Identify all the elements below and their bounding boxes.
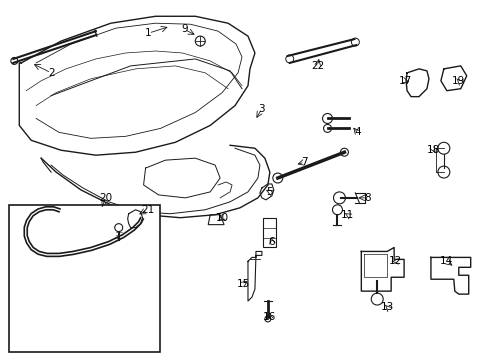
Text: 1: 1	[145, 28, 152, 38]
Circle shape	[11, 58, 18, 64]
Circle shape	[322, 113, 332, 123]
Text: 18: 18	[427, 145, 440, 155]
Text: 10: 10	[215, 213, 228, 223]
Circle shape	[351, 38, 359, 46]
Circle shape	[437, 166, 449, 178]
Text: 2: 2	[48, 68, 54, 78]
Circle shape	[340, 148, 347, 156]
Bar	[263, 218, 275, 247]
Circle shape	[333, 192, 345, 204]
Text: 12: 12	[388, 256, 401, 266]
Text: 22: 22	[310, 61, 324, 71]
Text: 7: 7	[301, 157, 307, 167]
Circle shape	[370, 293, 383, 305]
Text: 20: 20	[99, 193, 112, 203]
Circle shape	[264, 316, 270, 322]
Text: 15: 15	[236, 279, 249, 289]
Circle shape	[332, 205, 342, 215]
Text: 3: 3	[258, 104, 264, 113]
Circle shape	[323, 125, 331, 132]
Bar	[9, 205, 160, 352]
Text: 11: 11	[340, 210, 353, 220]
Text: 19: 19	[451, 76, 465, 86]
Text: 8: 8	[363, 193, 370, 203]
Text: 16: 16	[263, 312, 276, 322]
Text: 5: 5	[266, 187, 273, 197]
Circle shape	[115, 224, 122, 231]
Circle shape	[437, 142, 449, 154]
Text: 6: 6	[268, 237, 275, 247]
Polygon shape	[208, 215, 224, 225]
Text: 9: 9	[181, 24, 187, 34]
Text: 14: 14	[439, 256, 452, 266]
Circle shape	[195, 36, 205, 46]
Text: 4: 4	[353, 127, 360, 138]
Text: 17: 17	[398, 76, 411, 86]
Circle shape	[272, 173, 282, 183]
Text: 21: 21	[141, 205, 154, 215]
Text: 13: 13	[380, 302, 393, 312]
Circle shape	[285, 55, 293, 63]
